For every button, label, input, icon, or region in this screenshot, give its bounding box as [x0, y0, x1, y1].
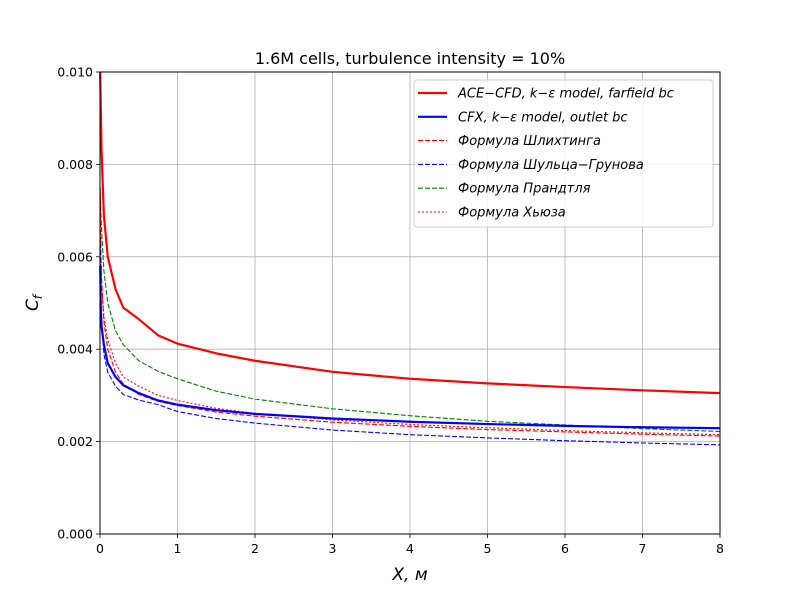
legend-label: ACE−CFD, k−ε model, farfield bc	[457, 87, 674, 102]
x-tick-label: 0	[96, 541, 104, 556]
series-line	[99, 71, 721, 395]
x-tick-label: 1	[174, 541, 182, 556]
y-axis-label-main: C	[23, 299, 43, 311]
x-tick-label: 5	[484, 541, 492, 556]
y-axis-label-sub: f	[31, 293, 45, 299]
y-tick-label: 0.006	[57, 249, 93, 264]
x-tick-label: 4	[406, 541, 414, 556]
x-axis-label: X, м	[391, 565, 427, 585]
y-tick-label: 0.002	[57, 434, 93, 449]
legend-box	[413, 79, 714, 228]
x-tick-label: 2	[251, 541, 259, 556]
x-tick-label: 7	[639, 541, 647, 556]
legend-label: Формула Прандтля	[458, 182, 591, 197]
y-tick-label: 0.000	[57, 527, 93, 542]
legend-label: Формула Шлихтинга	[458, 134, 601, 149]
y-tick-label: 0.004	[57, 342, 93, 357]
legend-label: CFX, k−ε model, outlet bc	[458, 110, 628, 125]
y-axis-label: Cf	[23, 293, 45, 311]
x-tick-label: 6	[561, 541, 569, 556]
series-line	[99, 242, 721, 446]
legend: ACE−CFD, k−ε model, farfield bc CFX, k−ε …	[413, 79, 714, 228]
x-tick-label: 3	[329, 541, 337, 556]
axis-ticks: 0 1 2 3 4 5 6 7 8 0.000 0.002 0.004 0.006 0.008 0.010	[57, 65, 724, 557]
svg-text:Cf: Cf	[23, 293, 45, 311]
chart-title: 1.6M cells, turbulence intensity = 10%	[255, 49, 565, 68]
x-tick-label: 8	[716, 541, 724, 556]
legend-label: Формула Шульца−Грунова	[458, 158, 644, 173]
legend-label: Формула Хьюза	[458, 206, 566, 221]
series-lines	[99, 71, 721, 446]
series-line	[99, 266, 721, 430]
y-tick-label: 0.008	[57, 157, 93, 172]
series-line	[99, 192, 721, 432]
y-tick-label: 0.010	[57, 65, 93, 80]
